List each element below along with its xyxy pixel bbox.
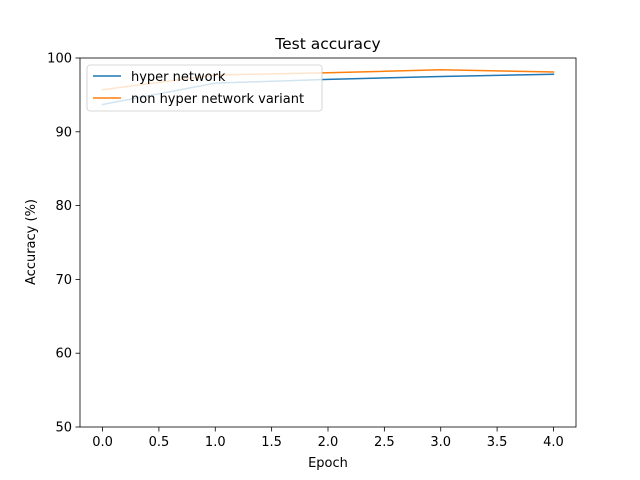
x-tick-label: 2.0 <box>318 435 339 450</box>
y-tick-label: 100 <box>47 52 72 67</box>
x-tick-label: 4.0 <box>543 435 564 450</box>
x-tick-label: 2.5 <box>374 435 395 450</box>
legend-box <box>86 64 323 112</box>
y-tick-label: 90 <box>55 125 72 140</box>
y-tick-label: 80 <box>55 199 72 214</box>
y-tick-label: 70 <box>55 273 72 288</box>
x-axis-label: Epoch <box>308 456 348 471</box>
plot-area: 0.0 0.5 1.0 1.5 2.0 2.5 3.0 3.5 4.0 50 60 70 80 90 100… <box>47 52 577 450</box>
x-tick-label: 0.0 <box>92 435 113 450</box>
y-axis-label: Accuracy (%) <box>24 199 39 285</box>
legend-label-0: hyper network <box>131 70 226 85</box>
x-tick-label: 1.0 <box>205 435 226 450</box>
x-tick-label: 3.0 <box>430 435 451 450</box>
chart-title: Test accuracy <box>274 35 380 53</box>
x-tick-label: 0.5 <box>149 435 170 450</box>
x-tick-label: 3.5 <box>487 435 508 450</box>
legend: hyper network non hyper network variant <box>86 64 323 112</box>
y-tick-label: 50 <box>55 421 72 436</box>
legend-label-1: non hyper network variant <box>131 92 304 107</box>
y-tick-label: 60 <box>55 347 72 362</box>
x-tick-label: 1.5 <box>261 435 282 450</box>
